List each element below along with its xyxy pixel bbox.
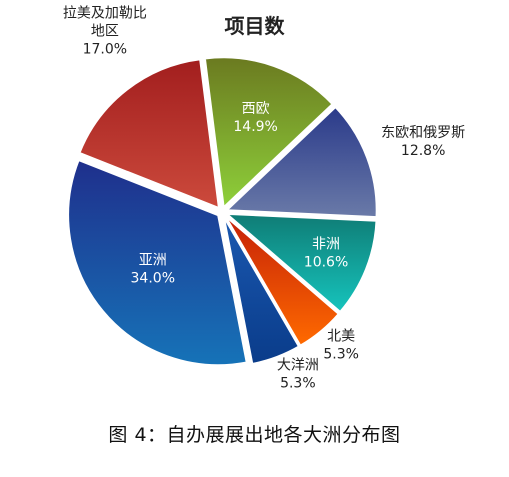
- slice-value-label: 14.9%: [233, 119, 277, 135]
- slice-category-label: 地区: [91, 23, 119, 39]
- pie-slice: [203, 56, 334, 210]
- slice-category-label: 北美: [327, 328, 355, 344]
- pie-slice: [67, 158, 248, 367]
- slice-value-label: 5.3%: [323, 346, 359, 362]
- figure-caption: 图 4：自办展展出地各大洲分布图: [108, 424, 401, 446]
- slice-value-label: 10.6%: [304, 254, 348, 270]
- slice-category-label: 东欧和俄罗斯: [381, 125, 465, 141]
- slice-value-label: 34.0%: [131, 271, 175, 287]
- slice-value-label: 12.8%: [401, 143, 445, 159]
- pie-slice: [223, 212, 378, 314]
- chart-title: 项目数: [224, 14, 285, 38]
- slice-category-label: 非洲: [312, 236, 340, 252]
- pie-slice: [78, 58, 221, 210]
- slice-value-label: 5.3%: [280, 376, 316, 392]
- pie-slice: [222, 216, 301, 366]
- pie-slice: [224, 215, 341, 348]
- slice-category-label: 拉美及加勒比: [63, 5, 147, 21]
- slice-category-label: 西欧: [242, 101, 270, 117]
- slice-value-label: 17.0%: [83, 41, 127, 57]
- slice-category-label: 亚洲: [139, 253, 167, 269]
- pie-slice: [224, 105, 378, 219]
- slice-category-label: 大洋洲: [277, 358, 319, 374]
